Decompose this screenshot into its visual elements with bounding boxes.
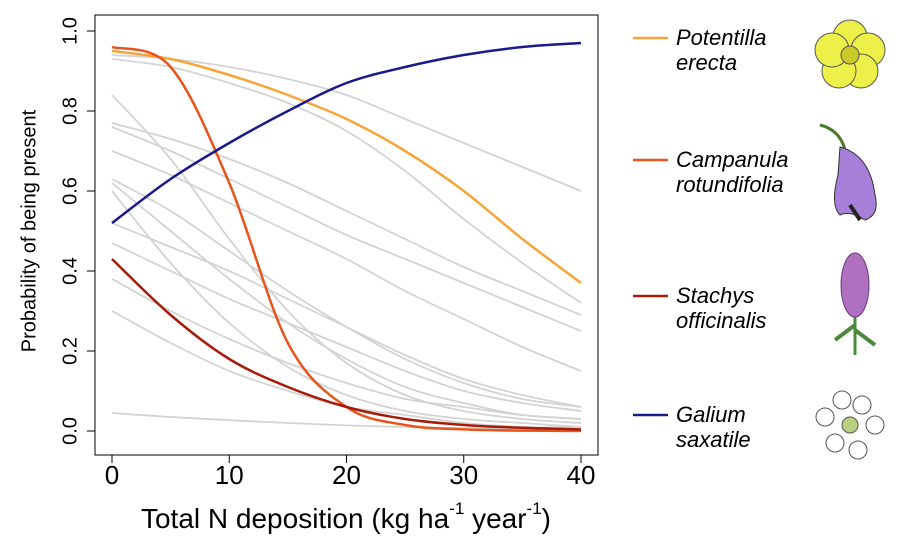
galium-icon: [815, 390, 885, 460]
x-tick-label: 0: [105, 460, 119, 490]
y-tick-label: 0.2: [59, 337, 81, 365]
series-line: [111, 310, 581, 429]
series-line: [111, 41, 582, 224]
x-tick-label: 10: [215, 460, 244, 490]
y-tick-label: 1.0: [59, 17, 81, 45]
legend-label: Galium saxatile: [676, 402, 751, 452]
legend-label: Stachys officinalis: [676, 283, 767, 333]
series-line: [111, 58, 582, 304]
x-label-sup: -1: [449, 499, 464, 518]
stachys-icon: [833, 252, 877, 355]
legend-label: Campanula rotundifolia: [676, 147, 789, 197]
y-tick-label: 0.6: [59, 177, 81, 205]
y-tick-label: 0.8: [59, 97, 81, 125]
legend-label: Potentilla erecta: [676, 25, 767, 75]
series-line: [111, 150, 582, 372]
series-line: [111, 182, 582, 420]
series-line: [111, 45, 582, 433]
x-label-part: ): [542, 503, 551, 534]
y-tick-label: 0.0: [59, 417, 81, 445]
series-line: [111, 178, 582, 408]
series-line: [111, 412, 582, 431]
series-line: [111, 49, 582, 284]
y-tick-label: 0.4: [59, 257, 81, 285]
x-axis-label: Total N deposition (kg ha-1 year-1): [141, 499, 551, 534]
x-tick-label: 30: [449, 460, 478, 490]
series-line: [111, 122, 582, 316]
x-tick-label: 40: [567, 460, 596, 490]
y-axis-label: Probability of being present: [18, 109, 40, 352]
series-line: [111, 126, 582, 332]
x-tick-label: 20: [332, 460, 361, 490]
series-line: [111, 222, 582, 408]
series-line: [111, 278, 582, 420]
series-line: [111, 190, 582, 428]
series-line: [111, 54, 582, 192]
series-line: [111, 242, 582, 412]
series-line: [111, 258, 582, 431]
x-label-part: year: [464, 503, 526, 534]
campanula-icon: [819, 123, 877, 222]
x-label-sup: -1: [527, 499, 542, 518]
x-label-part: Total N deposition (kg ha: [141, 503, 450, 534]
potentilla-icon: [814, 19, 886, 89]
